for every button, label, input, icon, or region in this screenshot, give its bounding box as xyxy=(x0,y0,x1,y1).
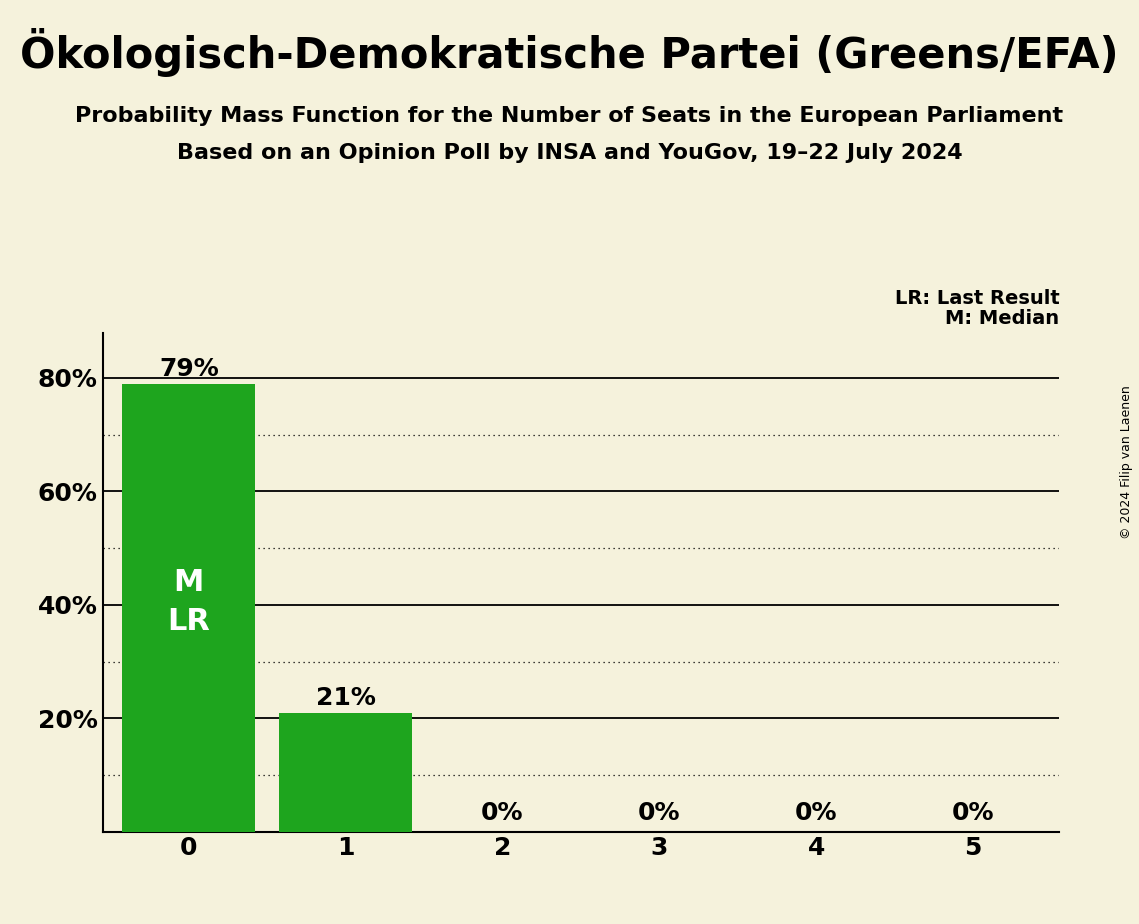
Text: 0%: 0% xyxy=(795,801,837,825)
Text: © 2024 Filip van Laenen: © 2024 Filip van Laenen xyxy=(1121,385,1133,539)
Text: 0%: 0% xyxy=(481,801,524,825)
Bar xyxy=(122,383,255,832)
Bar xyxy=(279,712,412,832)
Text: Ökologisch-Demokratische Partei (Greens/EFA): Ökologisch-Demokratische Partei (Greens/… xyxy=(21,28,1118,77)
Text: LR: LR xyxy=(167,607,211,637)
Text: 0%: 0% xyxy=(952,801,994,825)
Text: 0%: 0% xyxy=(638,801,681,825)
Text: Based on an Opinion Poll by INSA and YouGov, 19–22 July 2024: Based on an Opinion Poll by INSA and You… xyxy=(177,143,962,164)
Text: 21%: 21% xyxy=(316,686,376,710)
Text: M: M xyxy=(173,567,204,597)
Text: LR: Last Result: LR: Last Result xyxy=(894,288,1059,308)
Text: Probability Mass Function for the Number of Seats in the European Parliament: Probability Mass Function for the Number… xyxy=(75,106,1064,127)
Text: M: Median: M: Median xyxy=(945,309,1059,328)
Text: 79%: 79% xyxy=(159,357,219,381)
